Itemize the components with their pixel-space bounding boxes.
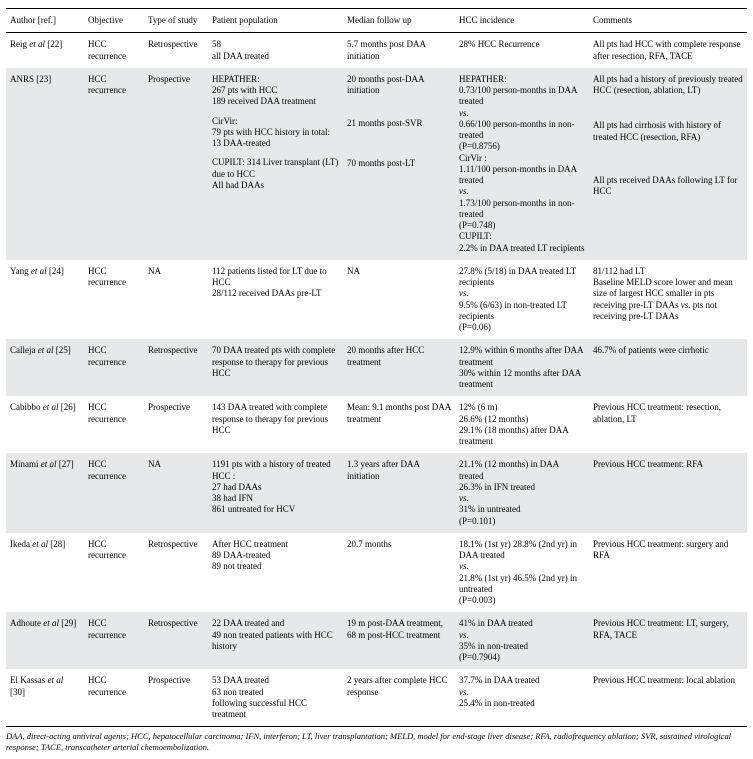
table-cell: HCC recurrence: [84, 669, 144, 726]
table-row: Reig et al [22]HCC recurrenceRetrospecti…: [6, 33, 747, 68]
table-cell: 58all DAA treated: [208, 33, 343, 68]
table-cell: Mean: 9.1 months post DAA treatment: [343, 396, 455, 453]
table-cell: Prospective: [144, 669, 208, 726]
table-cell: Prospective: [144, 396, 208, 453]
table-cell: Previous HCC treatment: LT, surgery, RFA…: [589, 612, 747, 669]
table-cell: Previous HCC treatment: RFA: [589, 453, 747, 533]
table-cell: 81/112 had LTBaseline MELD score lower a…: [589, 260, 747, 340]
table-row: El Kassas et al [30]HCC recurrenceProspe…: [6, 669, 747, 726]
table-cell: Calleja et al [25]: [6, 339, 84, 396]
table-cell: 1191 pts with a history of treated HCC :…: [208, 453, 343, 533]
table-cell: Retrospective: [144, 612, 208, 669]
table-cell: 5.7 months post DAA initiation: [343, 33, 455, 68]
table-cell: 143 DAA treated with complete response t…: [208, 396, 343, 453]
column-header: Median follow up: [343, 9, 455, 33]
column-header: Comments: [589, 9, 747, 33]
table-cell: All pts had HCC with complete response a…: [589, 33, 747, 68]
table-cell: NA: [343, 260, 455, 340]
table-cell: 1.3 years after DAA initiation: [343, 453, 455, 533]
table-cell: Previous HCC treatment: resection, ablat…: [589, 396, 747, 453]
table-cell: 2 years after complete HCC response: [343, 669, 455, 726]
table-cell: 112 patients listed for LT due to HCC28/…: [208, 260, 343, 340]
table-cell: NA: [144, 260, 208, 340]
table-cell: Retrospective: [144, 339, 208, 396]
table-cell: Yang et al [24]: [6, 260, 84, 340]
table-row: Yang et al [24]HCC recurrenceNA112 patie…: [6, 260, 747, 340]
table-cell: 27.8% (5/18) in DAA treated LT recipient…: [455, 260, 589, 340]
table-row: Minami et al [27]HCC recurrenceNA1191 pt…: [6, 453, 747, 533]
table-cell: HCC recurrence: [84, 396, 144, 453]
table-cell: Retrospective: [144, 533, 208, 613]
table-cell: All pts had a history of previously trea…: [589, 68, 747, 260]
table-cell: Cabibbo et al [26]: [6, 396, 84, 453]
table-row: Adhoute et al [29]HCC recurrenceRetrospe…: [6, 612, 747, 669]
table-cell: 12.9% within 6 months after DAA treatmen…: [455, 339, 589, 396]
table-cell: Previous HCC treatment: local ablation: [589, 669, 747, 726]
study-table: Author [ref.]ObjectiveType of studyPatie…: [6, 8, 747, 726]
column-header: Author [ref.]: [6, 9, 84, 33]
table-cell: 20 months after HCC treatment: [343, 339, 455, 396]
table-cell: HCC recurrence: [84, 533, 144, 613]
table-cell: 12% (6 m)26.6% (12 months)29.1% (18 mont…: [455, 396, 589, 453]
table-cell: 37.7% in DAA treatedvs.25.4% in non-trea…: [455, 669, 589, 726]
table-cell: Retrospective: [144, 33, 208, 68]
table-cell: HCC recurrence: [84, 33, 144, 68]
table-cell: Previous HCC treatment: surgery and RFA: [589, 533, 747, 613]
table-cell: 18.1% (1st yr) 28.8% (2nd yr) in DAA tre…: [455, 533, 589, 613]
table-cell: 22 DAA treated and49 non treated patient…: [208, 612, 343, 669]
table-cell: HCC recurrence: [84, 68, 144, 260]
table-header-row: Author [ref.]ObjectiveType of studyPatie…: [6, 9, 747, 33]
table-cell: Ikeda et al [28]: [6, 533, 84, 613]
table-row: Calleja et al [25]HCC recurrenceRetrospe…: [6, 339, 747, 396]
table-footnote: DAA, direct-acting antiviral agents; HCC…: [6, 726, 747, 753]
table-cell: 41% in DAA treatedvs.35% in non-treated(…: [455, 612, 589, 669]
table-cell: Reig et al [22]: [6, 33, 84, 68]
column-header: Objective: [84, 9, 144, 33]
table-cell: 28% HCC Recurrence: [455, 33, 589, 68]
table-cell: HCC recurrence: [84, 453, 144, 533]
table-cell: HCC recurrence: [84, 339, 144, 396]
table-cell: NA: [144, 453, 208, 533]
table-cell: HEPATHER:0.73/100 person-months in DAA t…: [455, 68, 589, 260]
table-cell: Adhoute et al [29]: [6, 612, 84, 669]
page: Author [ref.]ObjectiveType of studyPatie…: [0, 0, 753, 759]
table-cell: HCC recurrence: [84, 612, 144, 669]
table-cell: 53 DAA treated63 non treatedfollowing su…: [208, 669, 343, 726]
column-header: Type of study: [144, 9, 208, 33]
table-body: Reig et al [22]HCC recurrenceRetrospecti…: [6, 33, 747, 727]
table-cell: 46.7% of patients were cirrhotic: [589, 339, 747, 396]
table-cell: ANRS [23]: [6, 68, 84, 260]
table-row: ANRS [23]HCC recurrenceProspectiveHEPATH…: [6, 68, 747, 260]
column-header: Patient population: [208, 9, 343, 33]
column-header: HCC incidence: [455, 9, 589, 33]
table-cell: After HCC treatment89 DAA-treated89 not …: [208, 533, 343, 613]
table-cell: 70 DAA treated pts with complete respons…: [208, 339, 343, 396]
table-cell: 20 months post-DAA initiation21 months p…: [343, 68, 455, 260]
table-cell: 20.7 months: [343, 533, 455, 613]
table-cell: Minami et al [27]: [6, 453, 84, 533]
table-row: Ikeda et al [28]HCC recurrenceRetrospect…: [6, 533, 747, 613]
table-cell: HEPATHER:267 pts with HCC189 received DA…: [208, 68, 343, 260]
table-row: Cabibbo et al [26]HCC recurrenceProspect…: [6, 396, 747, 453]
table-cell: El Kassas et al [30]: [6, 669, 84, 726]
table-cell: 19 m post-DAA treatment,68 m post-HCC tr…: [343, 612, 455, 669]
table-cell: 21.1% (12 months) in DAA treated26.3% in…: [455, 453, 589, 533]
table-cell: HCC recurrence: [84, 260, 144, 340]
table-cell: Prospective: [144, 68, 208, 260]
